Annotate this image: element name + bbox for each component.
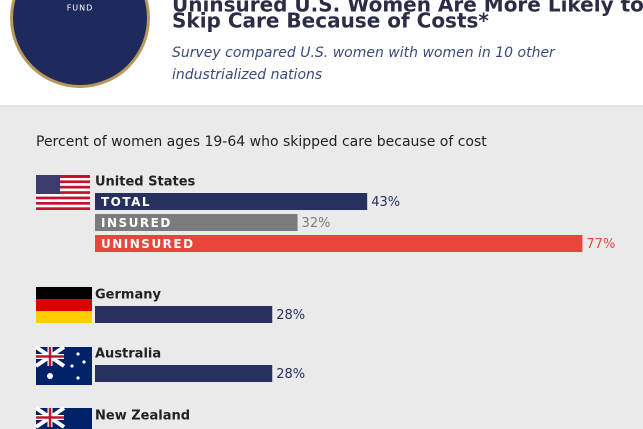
title-line: Uninsured U.S. Women Are More Likely to: [172, 0, 643, 17]
bar: [95, 306, 273, 323]
country-name: United States: [95, 175, 196, 190]
bar-label: TOTAL: [101, 195, 151, 209]
bar: [95, 214, 298, 231]
value-label: 43%: [371, 195, 400, 210]
bar: [95, 365, 273, 382]
flag-us: [36, 175, 90, 210]
flag-new-zealand: [34, 406, 92, 429]
subtitle: Survey compared U.S. women with women in…: [172, 45, 556, 83]
title-line: Skip Care Because of Costs*: [172, 9, 489, 33]
flag-australia: [34, 345, 92, 385]
bar: [95, 235, 583, 252]
value-label: 28%: [276, 367, 305, 382]
country-name: New Zealand: [95, 409, 190, 424]
flag-germany: [36, 287, 92, 323]
country-name: Australia: [95, 347, 161, 362]
bar-label: UNINSURED: [101, 237, 195, 251]
country-name: Germany: [95, 288, 161, 303]
value-label: 28%: [276, 308, 305, 323]
bar: [95, 193, 368, 210]
chart-title: Percent of women ages 19-64 who skipped …: [36, 134, 487, 150]
logo: [13, 0, 147, 85]
value-label: 32%: [302, 216, 331, 231]
value-label: 77%: [586, 237, 615, 252]
bar-label: INSURED: [101, 216, 172, 230]
logo-text: FUND: [67, 4, 94, 13]
